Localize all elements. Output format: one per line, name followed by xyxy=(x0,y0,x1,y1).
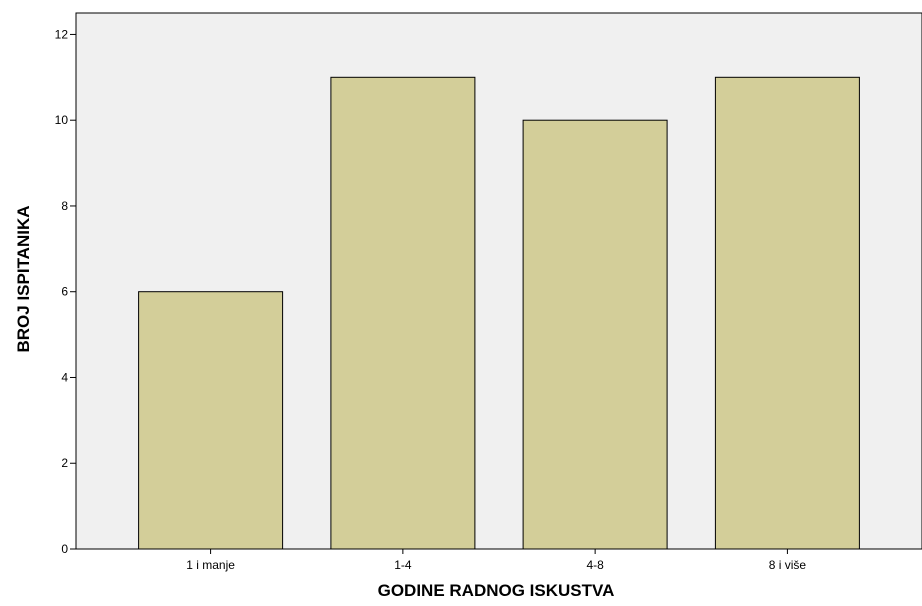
bars-group xyxy=(138,76,860,550)
x-tick-label-3: 8 i više xyxy=(769,558,807,572)
bar-3 xyxy=(714,76,860,550)
bar-2 xyxy=(522,119,668,550)
y-tick-label-12: 12 xyxy=(55,27,69,41)
y-tick-label-0: 0 xyxy=(61,542,68,556)
y-ticks-group: 0 2 4 6 8 10 12 xyxy=(55,27,76,556)
bar-1 xyxy=(330,76,476,550)
y-tick-label-10: 10 xyxy=(55,113,69,127)
x-axis-title: GODINE RADNOG ISKUSTVA xyxy=(378,581,615,600)
y-tick-label-6: 6 xyxy=(61,285,68,299)
x-tick-label-0: 1 i manje xyxy=(186,558,235,572)
y-tick-label-4: 4 xyxy=(61,370,68,384)
x-tick-label-2: 4-8 xyxy=(586,558,604,572)
x-tick-label-1: 1-4 xyxy=(394,558,412,572)
y-tick-label-8: 8 xyxy=(61,199,68,213)
x-ticks-group: 1 i manje 1-4 4-8 8 i više xyxy=(186,549,806,572)
bar-0 xyxy=(138,291,284,550)
y-tick-label-2: 2 xyxy=(61,456,68,470)
y-axis-title: BROJ ISPITANIKA xyxy=(14,205,33,352)
axes-group xyxy=(75,13,922,550)
